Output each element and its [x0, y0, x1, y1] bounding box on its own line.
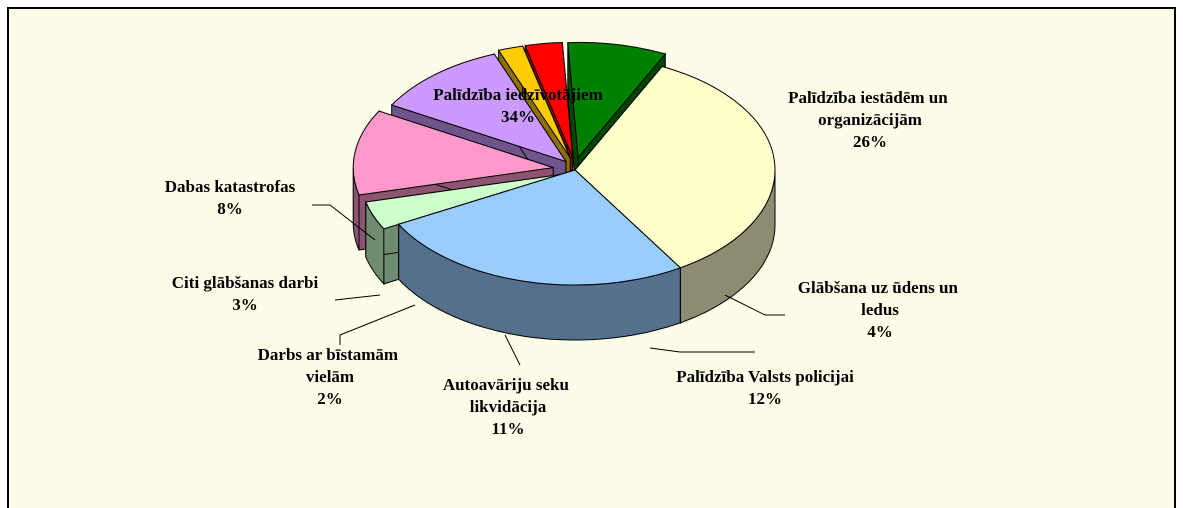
slice-value-label: 26%: [853, 132, 887, 151]
slice-label: Palīdzība iedzīvotājiem: [433, 85, 603, 104]
slice: [574, 65, 776, 269]
leader-line: [339, 304, 416, 345]
leader-line: [312, 204, 376, 241]
slice: [390, 53, 568, 163]
slice-value-label: 34%: [501, 107, 535, 126]
slice: [352, 110, 554, 196]
slice-label: Citi glābšanas darbi: [172, 273, 319, 292]
slice-value-label: 3%: [232, 295, 258, 314]
leader-line: [649, 347, 755, 353]
slice-value-label: 11%: [491, 419, 524, 438]
slice-value-label: 8%: [217, 199, 243, 218]
slice-label: Palīdzība iestādēm un organizācijām: [788, 88, 952, 129]
slice: [567, 41, 667, 159]
slice: [397, 169, 682, 286]
slice-label: Dabas katastrofas: [165, 177, 296, 196]
slice-value-label: 2%: [317, 389, 343, 408]
leader-line: [724, 294, 785, 316]
slice: [524, 41, 574, 158]
slice: [497, 45, 571, 159]
slice-value-label: 12%: [748, 389, 782, 408]
slice: [365, 174, 561, 230]
leader-line: [504, 334, 521, 366]
slice-label: Palīdzība Valsts policijai: [676, 367, 854, 386]
slice-value-label: 4%: [867, 322, 893, 341]
leader-line: [334, 294, 381, 301]
slice-label: Glābšana uz ūdens un ledus: [798, 278, 962, 319]
slice-label: Autoavāriju seku likvidācija: [443, 375, 573, 416]
labels: Palīdzība iedzīvotājiem 34% Palīdzība iest…: [165, 85, 962, 438]
slice-label: Darbs ar bīstamām vielām: [258, 345, 403, 386]
pie: [352, 41, 776, 341]
